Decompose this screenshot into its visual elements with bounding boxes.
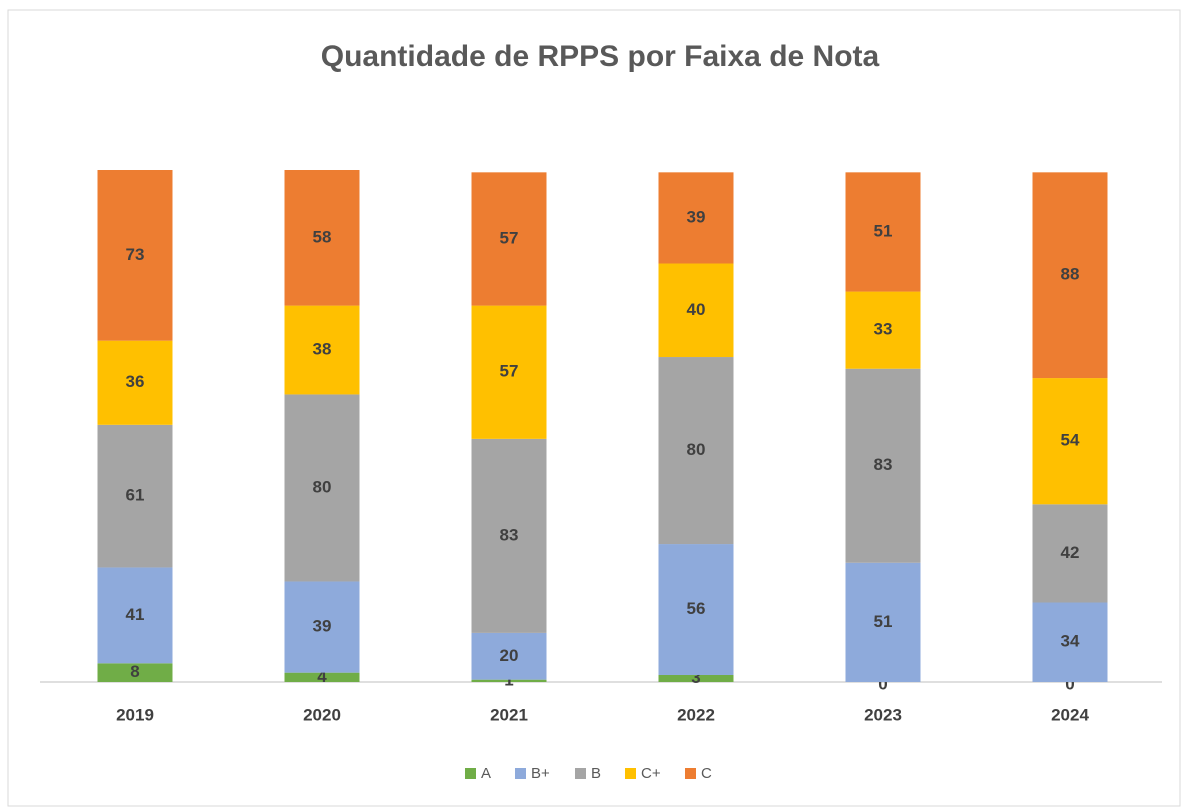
data-label: 34	[1061, 632, 1080, 651]
data-label: 83	[500, 525, 519, 544]
data-label: 33	[874, 320, 893, 339]
x-tick-label: 2021	[490, 705, 528, 724]
data-label: 51	[874, 612, 893, 631]
bar-segment	[845, 368, 921, 563]
bar-segment	[658, 544, 734, 675]
data-label: 42	[1061, 543, 1080, 562]
data-label: 39	[687, 207, 706, 226]
bar-segment	[1032, 172, 1108, 379]
bar-segment	[284, 394, 360, 582]
bar-segment	[471, 172, 547, 306]
legend-swatch	[625, 768, 636, 779]
data-label: 0	[1065, 674, 1074, 693]
x-tick-label: 2023	[864, 705, 902, 724]
x-tick-label: 2019	[116, 705, 154, 724]
legend-swatch	[575, 768, 586, 779]
data-label: 54	[1061, 431, 1080, 450]
legend-label: A	[481, 765, 491, 782]
bar-segment	[1032, 602, 1108, 682]
bar-segment	[845, 562, 921, 682]
bar-segment	[471, 679, 547, 682]
bar-segment	[284, 170, 360, 306]
bar-segment	[471, 305, 547, 439]
bar-segment	[471, 438, 547, 633]
legend-swatch	[685, 768, 696, 779]
data-label: 57	[500, 228, 519, 247]
legend-label: B+	[531, 765, 550, 782]
bar-segment	[845, 291, 921, 369]
chart-frame	[7, 9, 1181, 807]
bar-segment	[97, 424, 173, 568]
bar-segment	[658, 263, 734, 358]
legend-swatch	[465, 768, 476, 779]
legend-label: C	[701, 765, 712, 782]
bar-segment	[284, 672, 360, 682]
bar-segment	[97, 340, 173, 425]
data-label: 0	[878, 674, 887, 693]
data-label: 40	[687, 300, 706, 319]
data-label: 8	[130, 662, 139, 681]
bar-segment	[1032, 504, 1108, 603]
bar-segment	[845, 172, 921, 292]
data-label: 36	[126, 372, 145, 391]
bar-segment	[1032, 378, 1108, 505]
bar-segment	[284, 305, 360, 395]
data-label: 3	[691, 668, 700, 687]
data-label: 38	[313, 340, 332, 359]
data-label: 39	[313, 617, 332, 636]
data-label: 1	[504, 670, 513, 689]
bar-segment	[97, 170, 173, 341]
data-label: 51	[874, 221, 893, 240]
data-label: 80	[687, 440, 706, 459]
bar-segment	[284, 581, 360, 673]
data-label: 41	[126, 605, 145, 624]
bar-segment	[658, 674, 734, 682]
bar-segment	[97, 567, 173, 664]
bar-segment	[471, 632, 547, 680]
x-tick-label: 2022	[677, 705, 715, 724]
x-tick-label: 2020	[303, 705, 341, 724]
x-tick-label: 2024	[1051, 705, 1089, 724]
chart-title: Quantidade de RPPS por Faixa de Nota	[321, 40, 880, 73]
data-label: 61	[126, 486, 145, 505]
data-label: 4	[317, 667, 327, 686]
data-label: 20	[500, 646, 519, 665]
bar-segment	[658, 357, 734, 545]
data-label: 80	[313, 477, 332, 496]
data-label: 58	[313, 227, 332, 246]
data-label: 88	[1061, 265, 1080, 284]
legend-label: C+	[641, 765, 661, 782]
legend-swatch	[515, 768, 526, 779]
data-label: 57	[500, 362, 519, 381]
data-label: 83	[874, 455, 893, 474]
legend-label: B	[591, 765, 601, 782]
bar-segment	[658, 172, 734, 264]
data-label: 73	[126, 245, 145, 264]
data-label: 56	[687, 599, 706, 618]
bar-segment	[97, 663, 173, 682]
